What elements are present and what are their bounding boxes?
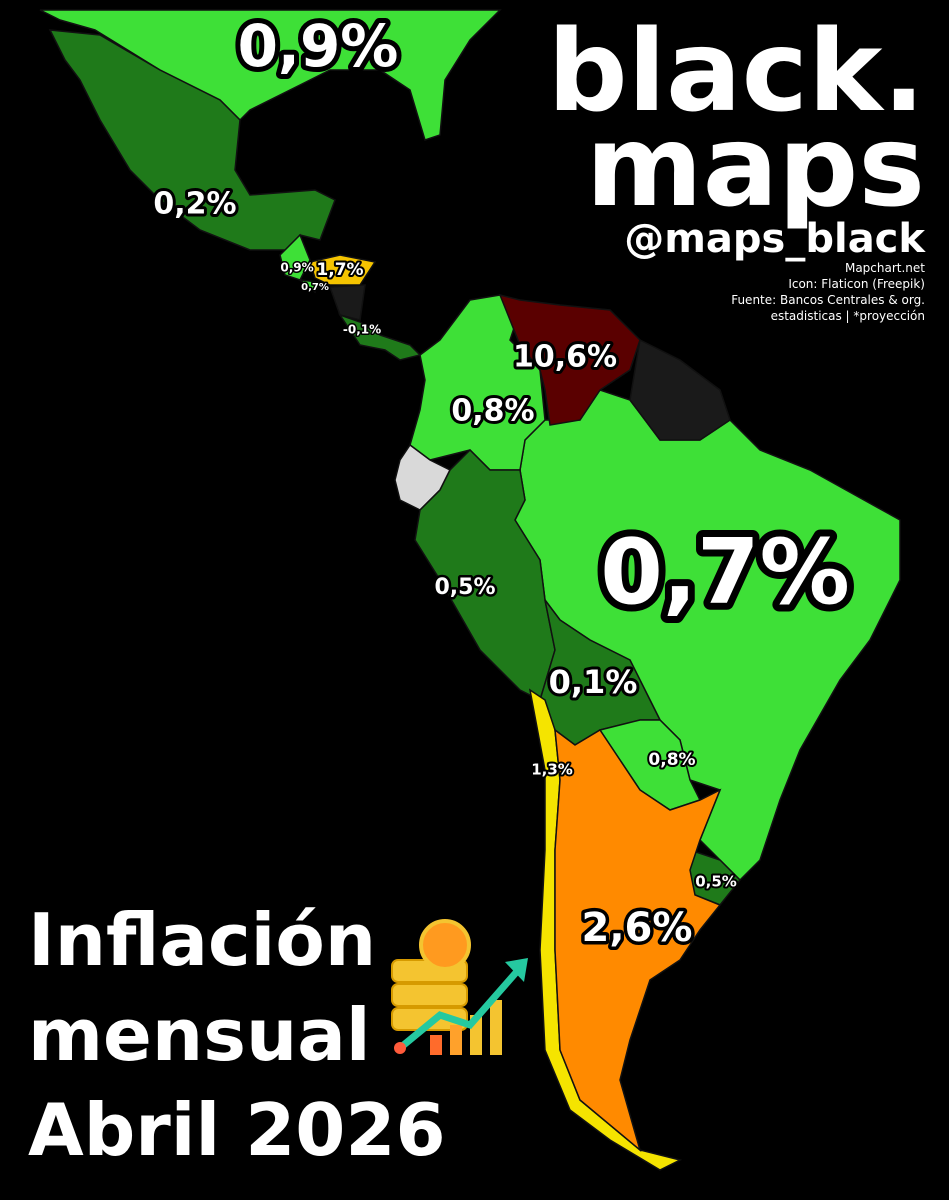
mexico — [48, 29, 336, 251]
icon-bar — [450, 1025, 462, 1055]
label: 0,2% — [153, 187, 236, 222]
nicaragua — [328, 284, 366, 321]
icon — [391, 919, 528, 1055]
countries — [39, 9, 901, 1171]
credit: Fuente: Bancos Centrales & org. — [731, 293, 925, 307]
label: 0,8% — [648, 750, 695, 770]
label: 0,7% — [600, 520, 850, 625]
label: 0,9% — [238, 12, 399, 80]
title-line: Abril 2026 — [28, 1088, 446, 1172]
brand: black. maps @maps_black Mapchart.net Ico… — [547, 7, 926, 323]
credit: Mapchart.net — [845, 261, 925, 275]
label: 0,5% — [434, 575, 495, 600]
argentina — [554, 728, 722, 1153]
icon-arrow-head — [505, 958, 528, 982]
title: Inflación mensual Abril 2026 — [28, 898, 446, 1172]
label: 0,8% — [451, 394, 534, 429]
label: 1,7% — [316, 260, 363, 280]
label: -0,1% — [343, 323, 381, 337]
label: 10,6% — [513, 340, 617, 375]
icon-bar — [490, 1000, 502, 1055]
credit: estadisticas | *proyección — [771, 309, 925, 323]
label: 0,1% — [549, 663, 638, 701]
coin — [391, 1007, 468, 1031]
label: 1,3% — [531, 761, 573, 779]
label: 2,6% — [582, 905, 693, 951]
label: 0,5% — [695, 873, 737, 891]
coin — [391, 983, 468, 1007]
guianas — [629, 338, 731, 441]
peru — [414, 448, 556, 702]
guatemala — [279, 233, 311, 281]
label: 0,9% — [280, 261, 313, 275]
value-labels: 0,9% 0,2% 0,9% 1,7% 0,7% -0,1% 10,6% 0,8… — [150, 7, 856, 954]
title-line: mensual — [28, 993, 371, 1077]
icon-bar — [430, 1035, 442, 1055]
colombia — [409, 294, 546, 471]
coin — [419, 919, 471, 971]
title-line: Inflación — [28, 898, 376, 982]
icon-arrow — [397, 965, 523, 1051]
el-salvador — [297, 278, 319, 294]
label: 0,7% — [301, 282, 329, 293]
brand-line: maps — [586, 102, 925, 232]
icon-dot — [394, 1042, 406, 1054]
handle: @maps_black — [624, 216, 926, 262]
credit: Icon: Flaticon (Freepik) — [788, 277, 925, 291]
venezuela — [498, 293, 641, 426]
brand-line: black. — [547, 7, 925, 137]
